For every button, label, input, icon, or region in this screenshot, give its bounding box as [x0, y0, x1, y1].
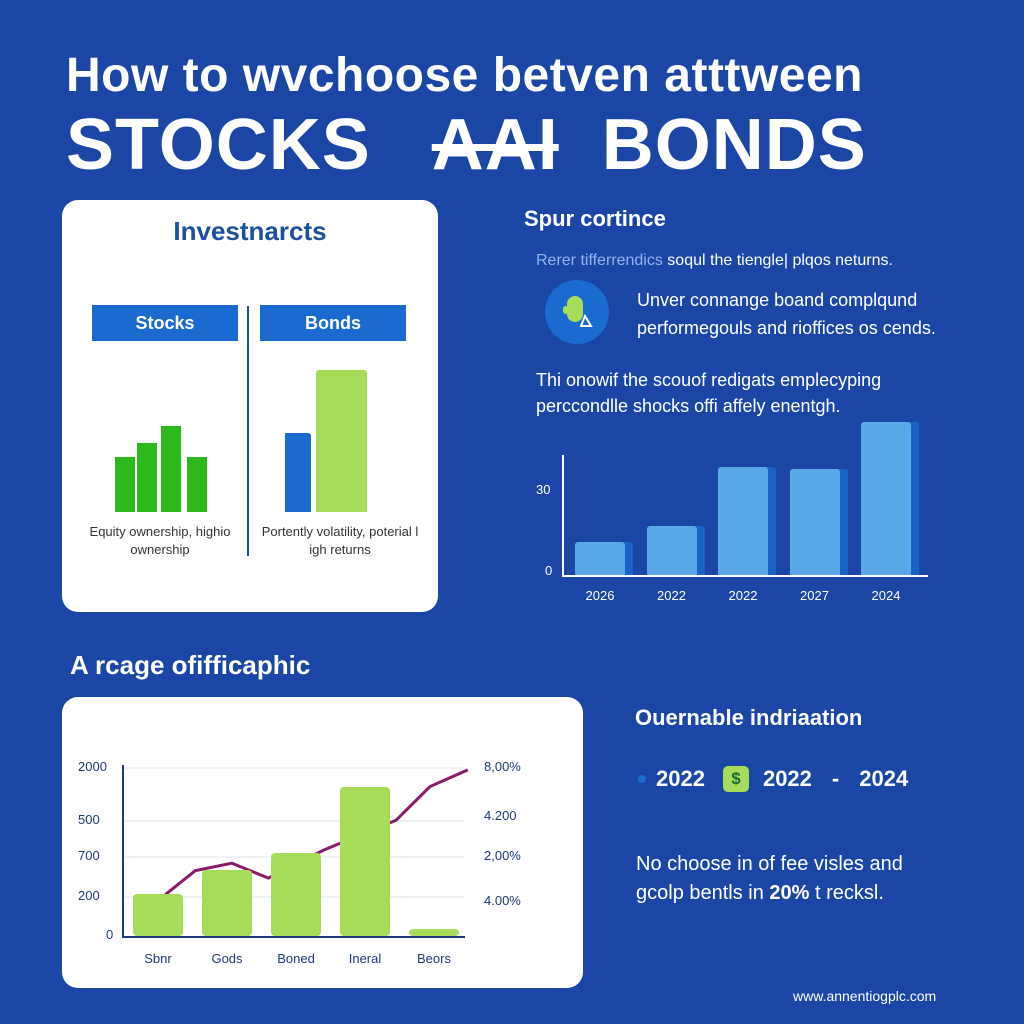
title-bonds: BONDS [601, 105, 867, 185]
right-tick-label: 4.200 [484, 808, 517, 823]
category-bar [133, 894, 183, 936]
x-tick-label: 2027 [800, 588, 829, 603]
bonds-caption: Portently volatility, poterial l igh ret… [261, 524, 419, 557]
y-axis [562, 455, 564, 576]
bonds-tag: Bonds [260, 305, 406, 341]
right-tick-label: 2,00% [484, 848, 521, 863]
year-1: 2022 [656, 766, 705, 791]
stocks-bar [161, 426, 181, 512]
stocks-bar [187, 457, 207, 512]
category-label: Boned [277, 951, 315, 966]
right-tick-label: 4.00% [484, 893, 521, 908]
year-2: 2022 [762, 766, 812, 791]
dollar-icon: $ [722, 766, 749, 792]
year-3: 2024 [859, 766, 909, 791]
category-label: Gods [211, 951, 243, 966]
year-bar [575, 542, 625, 575]
para-2-bold: 20% [769, 882, 810, 904]
category-label: Beors [417, 951, 451, 966]
left-tick-label: 0 [106, 927, 114, 942]
bonds-bar [316, 370, 367, 512]
right-intro: Rerer tifferrendics soqul the tiengle| p… [536, 252, 893, 270]
title-stocks: STOCKS [66, 105, 371, 185]
combo-chart [122, 765, 469, 938]
x-tick-label: 2022 [657, 588, 686, 603]
x-axis [562, 575, 928, 577]
year-bar [718, 467, 768, 575]
x-tick-label: 2022 [728, 588, 758, 603]
left-tick-label: 700 [78, 848, 100, 863]
icon-text-1: Unver connange boand complqund [637, 290, 918, 310]
x-tick-label: 2024 [871, 588, 901, 603]
investments-card: Investnarcts Stocks Bonds Equity ownersh… [62, 200, 438, 612]
bottom-right-para: No choose in of fee visles and gcolp ben… [636, 850, 903, 908]
footer-url[interactable]: www.annentiogplc.com [793, 988, 937, 1004]
left-tick-label: 200 [78, 888, 100, 903]
para-1: Thi onowif the scouof redigats emplecypi… [536, 370, 882, 390]
right-tick-label: 8,00% [484, 759, 521, 774]
intro-rest: soqul the tiengle| plqos neturns. [662, 252, 893, 269]
bottom-right-heading: Ouernable indriaation [635, 705, 863, 730]
para-2b: t recksl. [809, 882, 884, 904]
title-line-1: How to wvchoose betven atttween [66, 49, 863, 102]
bullet-dot-icon [638, 775, 646, 783]
year-bar [861, 422, 911, 575]
para-line-2: gcolp bentls in 20% t recksl. [636, 879, 903, 908]
bonds-bar [285, 433, 311, 512]
title-and-logo: AAI [431, 105, 559, 185]
icon-text-2: performegouls and rioffices os cends. [637, 318, 936, 338]
category-bar [202, 869, 252, 936]
investments-title: Investnarcts [173, 216, 327, 246]
category-bar [271, 853, 321, 936]
year-range: 2022 $ 2022 - 2024 [638, 766, 908, 792]
category-label: Sbnr [144, 951, 172, 966]
combo-chart-card: 2000 500 700 200 0 8,00% 4.200 2,00% 4.00% Sbnr Go… [62, 697, 583, 988]
bottom-left-heading: A rcage ofifficaphic [70, 650, 311, 680]
y-tick-label: 30 [536, 482, 551, 497]
investor-icon [545, 280, 609, 344]
left-tick-label: 500 [78, 812, 100, 827]
title-line-2: STOCKS AAI BONDS [66, 104, 867, 186]
para-line-1: No choose in of fee visles and [636, 853, 903, 875]
category-label: Ineral [348, 951, 382, 966]
x-tick-label: 2026 [585, 588, 615, 603]
y-tick-label: 0 [545, 563, 553, 578]
right-heading: Spur cortince [524, 206, 666, 231]
category-bar [340, 786, 390, 936]
stocks-tag: Stocks [92, 305, 238, 341]
year-bar [789, 469, 840, 575]
category-bar [409, 929, 459, 936]
dash: - [831, 766, 840, 791]
para-2a: gcolp bentls in [636, 882, 770, 904]
stocks-bar [137, 443, 157, 512]
left-tick-label: 2000 [78, 759, 107, 774]
stocks-caption: Equity ownership, highio ownership [89, 524, 231, 557]
intro-dim: Rerer tifferrendics [536, 252, 663, 269]
divider [247, 306, 249, 556]
year-bar [646, 525, 697, 575]
para-2: perccondlle shocks offi affely enentgh. [536, 396, 841, 416]
stocks-bar [115, 457, 135, 512]
